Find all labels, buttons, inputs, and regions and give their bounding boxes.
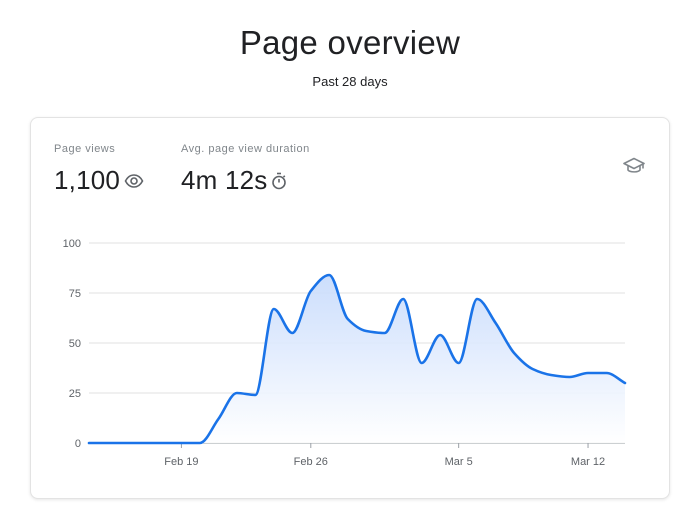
stopwatch-icon (271, 172, 287, 190)
page-overview-card: Page views 1,100 Avg. page view duration… (30, 117, 670, 499)
data-point[interactable] (473, 295, 481, 303)
data-point[interactable] (529, 365, 537, 373)
metric-value-row: 4m 12s (181, 165, 287, 196)
data-point[interactable] (196, 439, 204, 447)
data-point[interactable] (325, 271, 333, 279)
x-tick-label: Feb 19 (164, 456, 198, 468)
y-tick-label: 0 (75, 438, 81, 450)
graduation-cap-icon[interactable] (623, 157, 645, 175)
data-point[interactable] (85, 439, 93, 447)
x-tick-label: Feb 26 (294, 456, 328, 468)
data-point[interactable] (103, 439, 111, 447)
data-point[interactable] (381, 329, 389, 337)
data-point[interactable] (492, 319, 500, 327)
data-point[interactable] (122, 439, 130, 447)
metric-value-row: 1,100 (54, 165, 144, 196)
data-point[interactable] (621, 379, 629, 387)
data-point[interactable] (214, 415, 222, 423)
data-point[interactable] (399, 295, 407, 303)
data-point[interactable] (436, 331, 444, 339)
y-tick-label: 75 (69, 288, 81, 300)
metric-label: Page views (54, 143, 116, 155)
data-point[interactable] (603, 369, 611, 377)
data-point[interactable] (547, 371, 555, 379)
x-tick-label: Mar 12 (571, 456, 605, 468)
y-tick-label: 50 (69, 338, 81, 350)
metric-value: 1,100 (54, 165, 121, 195)
data-point[interactable] (307, 287, 315, 295)
data-point[interactable] (455, 359, 463, 367)
data-point[interactable] (418, 359, 426, 367)
data-point[interactable] (566, 373, 574, 381)
series-line (87, 273, 627, 445)
data-point[interactable] (177, 439, 185, 447)
y-tick-label: 25 (69, 388, 81, 400)
data-point[interactable] (288, 329, 296, 337)
data-point[interactable] (510, 349, 518, 357)
data-point[interactable] (584, 369, 592, 377)
page-views-chart: 0 25 50 75 100 Feb 19 Feb 26 Mar 5 Mar 12 (63, 238, 629, 468)
data-point[interactable] (233, 389, 241, 397)
eye-icon (124, 173, 144, 188)
metric-label: Avg. page view duration (181, 143, 310, 155)
page-title: Page overview (239, 24, 461, 61)
series-area (89, 275, 625, 443)
x-tick-label: Mar 5 (445, 456, 473, 468)
data-point[interactable] (362, 327, 370, 335)
page-subtitle: Past 28 days (312, 74, 388, 89)
y-tick-label: 100 (63, 238, 81, 250)
data-point[interactable] (140, 439, 148, 447)
metric-value: 4m 12s (181, 165, 268, 195)
data-point[interactable] (251, 391, 259, 399)
data-point[interactable] (159, 439, 167, 447)
data-point[interactable] (270, 305, 278, 313)
data-point[interactable] (344, 315, 352, 323)
